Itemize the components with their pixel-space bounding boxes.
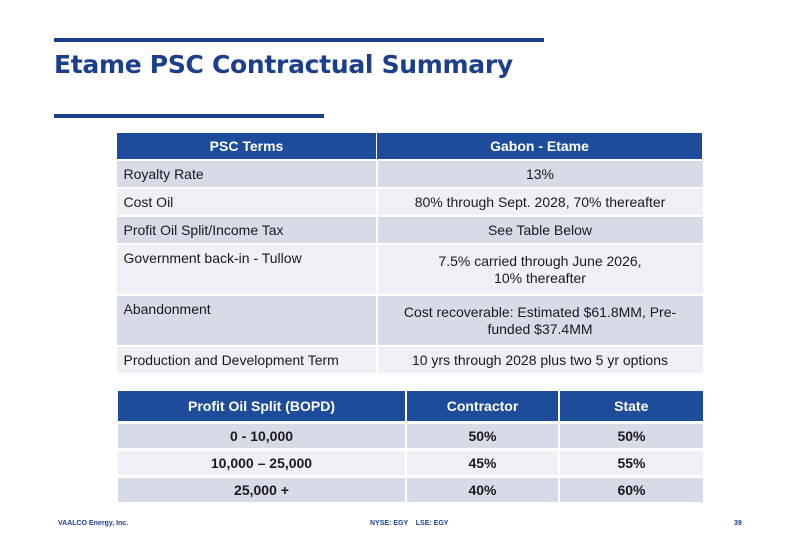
psc-value-cell: 10 yrs through 2028 plus two 5 yr option…	[376, 345, 703, 373]
table-header-row: Profit Oil Split (BOPD) Contractor State	[116, 390, 704, 423]
table-header-row: PSC Terms Gabon - Etame	[116, 132, 703, 161]
table-row: 10,000 – 25,000 45% 55%	[116, 448, 703, 477]
psc-term-cell: Cost Oil	[116, 187, 378, 216]
page-number: 39	[734, 520, 742, 527]
table-row: Cost Oil 80% through Sept. 2028, 70% the…	[116, 187, 703, 216]
range-cell: 10,000 – 25,000	[116, 448, 406, 477]
column-header-state: State	[558, 390, 704, 423]
psc-term-cell: Abandonment	[116, 294, 378, 346]
title-top-rule	[54, 38, 544, 42]
title-underline-rule	[54, 114, 324, 118]
column-header-psc-terms: PSC Terms	[116, 132, 377, 161]
footer-tickers: NYSE: EGY LSE: EGY	[370, 520, 449, 527]
psc-value-line-1: 7.5% carried through June 2026,	[438, 252, 642, 269]
psc-value-cell: 80% through Sept. 2028, 70% thereafter	[376, 187, 703, 216]
psc-term-cell: Production and Development Term	[116, 345, 378, 373]
contractor-cell: 40%	[405, 475, 559, 502]
column-header-contractor: Contractor	[405, 390, 560, 423]
table-row: Profit Oil Split/Income Tax See Table Be…	[116, 215, 703, 244]
psc-term-cell: Royalty Rate	[116, 159, 378, 188]
table-row: Government back-in - Tullow 7.5% carried…	[116, 243, 703, 295]
state-cell: 55%	[558, 448, 703, 477]
psc-value-line-2: funded $37.4MM	[487, 320, 593, 337]
psc-value-line-1: Cost recoverable: Estimated $61.8MM, Pre…	[403, 303, 677, 320]
table-row: Royalty Rate 13%	[116, 159, 703, 188]
psc-value-cell: Cost recoverable: Estimated $61.8MM, Pre…	[376, 294, 703, 346]
psc-terms-table: PSC Terms Gabon - Etame Royalty Rate 13%…	[116, 132, 703, 373]
table-row: Abandonment Cost recoverable: Estimated …	[116, 294, 703, 346]
contractor-cell: 50%	[405, 421, 559, 450]
psc-term-cell: Government back-in - Tullow	[116, 243, 378, 295]
psc-term-cell: Profit Oil Split/Income Tax	[116, 215, 378, 244]
psc-value-cell: See Table Below	[376, 215, 703, 244]
range-cell: 0 - 10,000	[116, 421, 406, 450]
psc-value-line-2: 10% thereafter	[494, 269, 586, 286]
table-row: 0 - 10,000 50% 50%	[116, 421, 703, 450]
contractor-cell: 45%	[405, 448, 559, 477]
table-row: 25,000 + 40% 60%	[116, 475, 703, 502]
range-cell: 25,000 +	[116, 475, 406, 502]
column-header-profit-oil-split: Profit Oil Split (BOPD)	[116, 390, 407, 423]
psc-value-cell: 7.5% carried through June 2026, 10% ther…	[376, 243, 703, 295]
state-cell: 60%	[558, 475, 703, 502]
page-title: Etame PSC Contractual Summary	[54, 50, 513, 79]
table-row: Production and Development Term 10 yrs t…	[116, 345, 703, 373]
psc-value-cell: 13%	[376, 159, 703, 188]
footer-company: VAALCO Energy, Inc.	[58, 520, 129, 527]
column-header-gabon-etame: Gabon - Etame	[376, 132, 703, 161]
state-cell: 50%	[558, 421, 703, 450]
profit-oil-split-table: Profit Oil Split (BOPD) Contractor State…	[116, 390, 704, 502]
